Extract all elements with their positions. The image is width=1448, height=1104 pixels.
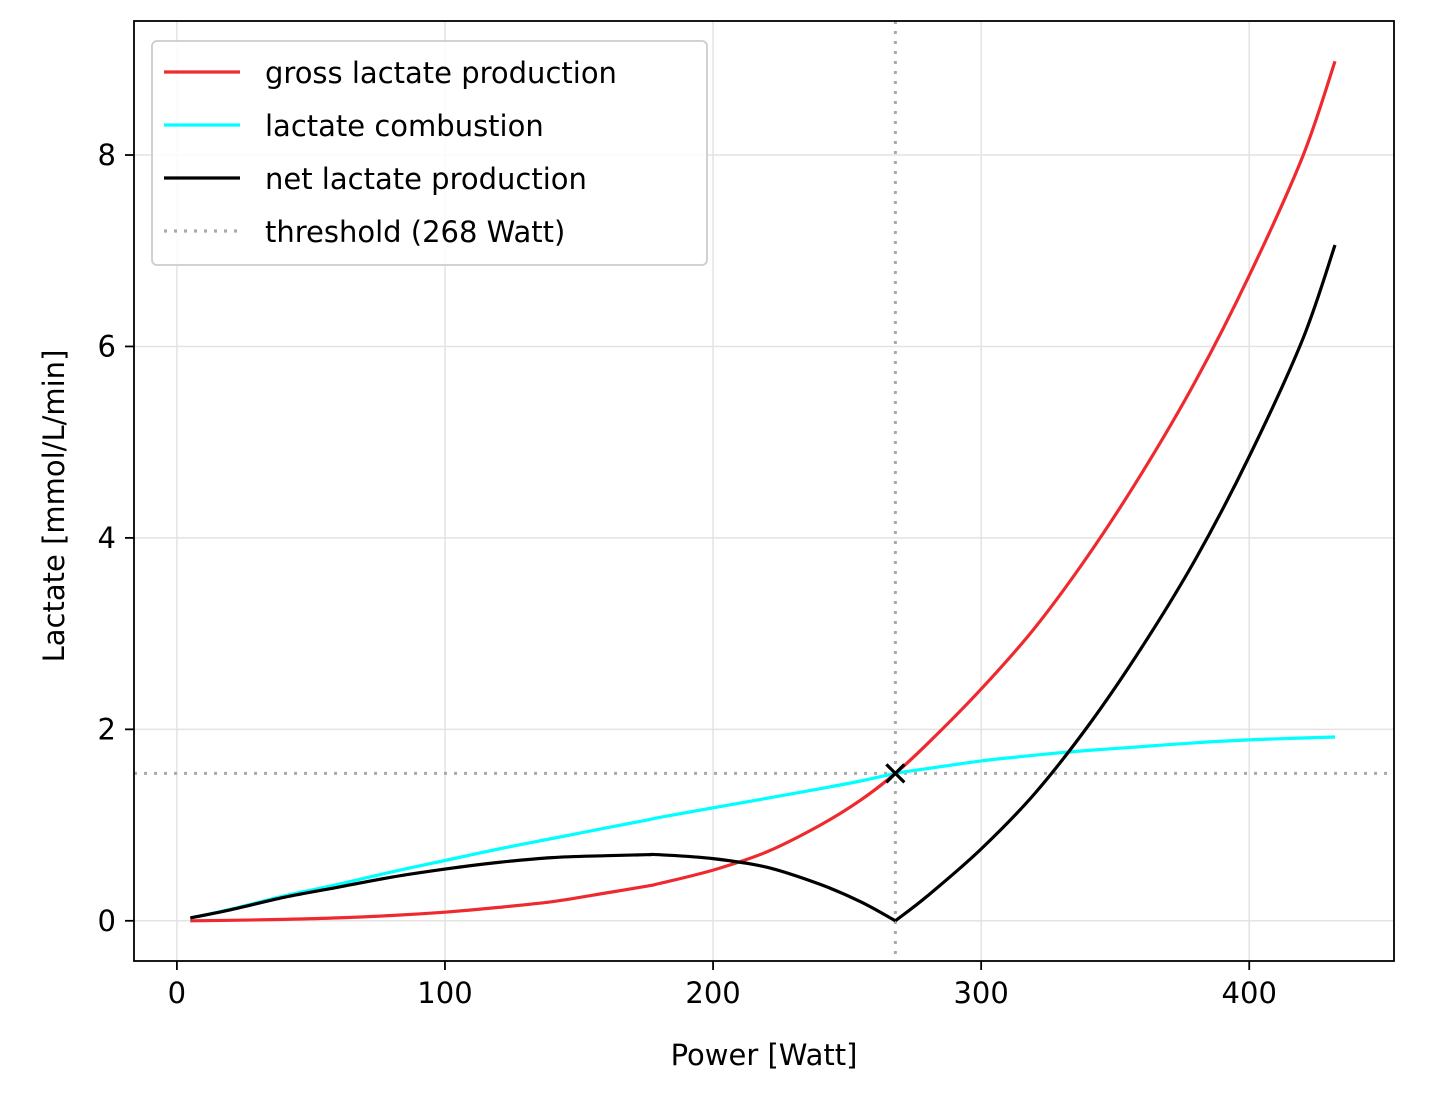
axis-ticks: 0 100 200 300 400 0 2 4 6 8 xyxy=(98,138,1277,1010)
threshold-marker xyxy=(885,763,906,784)
y-tick-label: 2 xyxy=(98,712,116,746)
x-tick-label: 400 xyxy=(1222,976,1277,1010)
y-tick-label: 4 xyxy=(98,521,116,555)
series-lines xyxy=(189,60,1337,923)
legend-label: gross lactate production xyxy=(265,56,617,90)
y-axis-label: Lactate [mmol/L/min] xyxy=(37,350,71,663)
y-tick-label: 8 xyxy=(98,138,116,172)
series-line-net-lactate-production xyxy=(189,244,1337,923)
y-tick-label: 0 xyxy=(98,904,116,938)
legend-label: threshold (268 Watt) xyxy=(265,215,565,249)
plot-frame xyxy=(133,20,1395,962)
threshold-marker-x xyxy=(885,763,906,784)
x-tick-label: 300 xyxy=(953,976,1008,1010)
legend-box xyxy=(151,40,708,266)
y-tick-label: 6 xyxy=(98,329,116,363)
threshold-lines xyxy=(134,21,1394,961)
grid xyxy=(134,21,1394,961)
x-axis-label: Power [Watt] xyxy=(671,1038,858,1072)
x-tick-label: 100 xyxy=(417,976,472,1010)
series-line-gross-lactate-production xyxy=(190,60,1337,923)
legend: gross lactate production lactate combusti… xyxy=(151,40,708,266)
x-tick-label: 0 xyxy=(168,976,186,1010)
legend-label: net lactate production xyxy=(265,162,587,196)
x-tick-label: 200 xyxy=(685,976,740,1010)
series-line-lactate-combustion xyxy=(189,735,1336,920)
legend-label: lactate combustion xyxy=(265,109,544,143)
